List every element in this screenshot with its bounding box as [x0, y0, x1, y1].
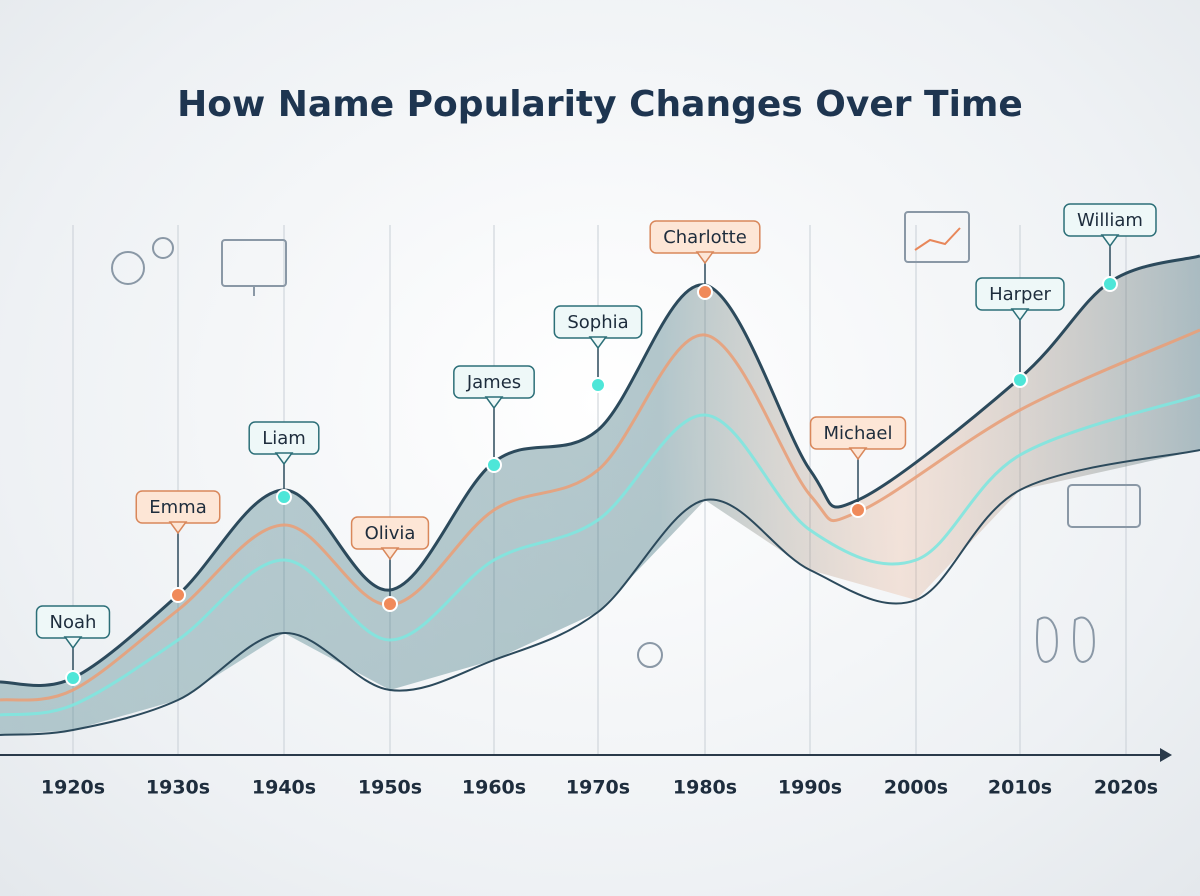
callout: Olivia [350, 516, 430, 612]
callout-text: Olivia [365, 523, 416, 544]
callout: William [1063, 203, 1157, 292]
axis-arrow [1160, 748, 1172, 762]
callout: Michael [809, 416, 907, 518]
axis-label: 2000s [884, 777, 948, 799]
glow-line [0, 328, 1200, 702]
callout-pointer [848, 447, 868, 461]
curves [0, 254, 1200, 736]
callout-text: Noah [50, 612, 97, 633]
title: How Name Popularity Changes Over Time [177, 84, 1023, 125]
callout-text: James [466, 372, 521, 393]
callout-pointer [63, 636, 83, 650]
callout-dot [850, 502, 866, 518]
callout-text: William [1077, 210, 1143, 231]
callout-pointer [1100, 234, 1120, 248]
callout-text: Harper [989, 284, 1051, 305]
callout: Emma [135, 490, 221, 603]
x-axis: 1920s 1930s 1940s 1950s 1960s 1970s 1980s 1990s… [0, 748, 1172, 799]
top-line [0, 254, 1200, 687]
callout-dot [1012, 372, 1028, 388]
callout-dot [1102, 276, 1118, 292]
glow-line [0, 393, 1200, 717]
callout: Liam [248, 421, 320, 505]
band [0, 256, 1200, 735]
callout: Harper [975, 277, 1065, 388]
axis-label: 1990s [778, 777, 842, 799]
callout-pointer [380, 547, 400, 561]
bottom-line [0, 449, 1200, 736]
axis-label: 1980s [673, 777, 737, 799]
callout-text: Sophia [567, 312, 628, 333]
callout-pointer [1010, 308, 1030, 322]
callout-pointer [484, 396, 504, 410]
axis-label: 2010s [988, 777, 1052, 799]
axis-label: 1950s [358, 777, 422, 799]
axis-label: 1940s [252, 777, 316, 799]
callout-dot [590, 377, 606, 393]
decor [111, 211, 1141, 668]
callout: Charlotte [649, 220, 761, 300]
callout: Sophia [553, 305, 643, 393]
callout-dot [382, 596, 398, 612]
callout-text: Emma [149, 497, 206, 518]
callout-text: Michael [824, 423, 893, 444]
callout-text: Liam [262, 428, 306, 449]
callouts: Noah Emma Liam Olivia James Sophia Charlotte Mi… [35, 203, 1157, 686]
axis-label: 1960s [462, 777, 526, 799]
callout-pointer [168, 521, 188, 535]
callout-pointer [588, 336, 608, 350]
callout-dot [170, 587, 186, 603]
callout-dot [697, 284, 713, 300]
callout-pointer [274, 452, 294, 466]
callout-dot [65, 670, 81, 686]
axis-label: 1970s [566, 777, 630, 799]
callout-pointer [695, 251, 715, 265]
callout-dot [276, 489, 292, 505]
callout-text: Charlotte [663, 227, 747, 248]
axis-label: 1930s [146, 777, 210, 799]
axis-label: 2020s [1094, 777, 1158, 799]
callout: Noah [35, 605, 111, 686]
callout-dot [486, 457, 502, 473]
axis-label: 1920s [41, 777, 105, 799]
callout: James [453, 365, 535, 473]
